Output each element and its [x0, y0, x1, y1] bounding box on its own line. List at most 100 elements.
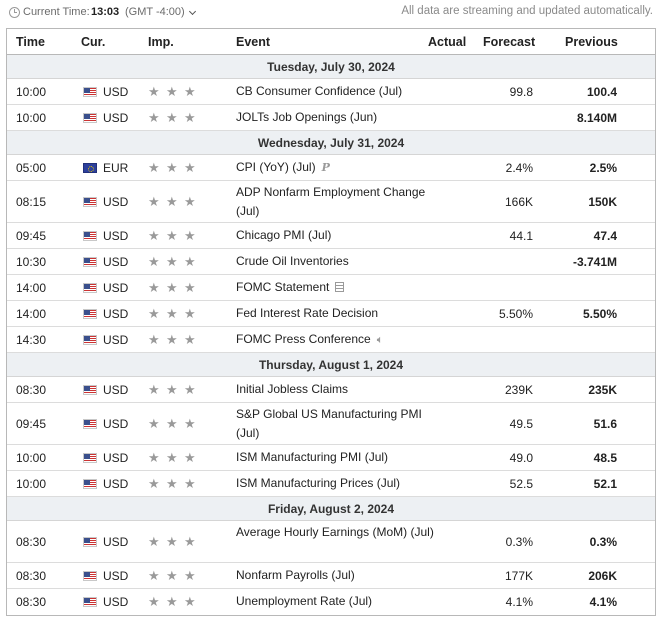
star-icon: ★	[166, 254, 178, 269]
event-row[interactable]: 08:30 USD ★ ★ ★ Average Hourly Earnings (MoM)…	[7, 521, 655, 563]
event-name[interactable]: ADP Nonfarm Employment Change (Jul)	[236, 185, 426, 218]
star-icon: ★	[166, 228, 178, 243]
event-name[interactable]: CB Consumer Confidence (Jul)	[236, 84, 403, 98]
event-name[interactable]: Initial Jobless Claims	[236, 382, 349, 396]
event-name[interactable]: FOMC Statement	[236, 280, 330, 294]
event-forecast: 177K	[504, 569, 533, 583]
event-row[interactable]: 08:30 USD ★ ★ ★ Initial Jobless Claims 239K 235…	[7, 377, 655, 403]
event-name-cell: ISM Manufacturing Prices (Jul)	[236, 474, 436, 493]
col-header-currency[interactable]: Cur.	[81, 35, 106, 49]
star-icon: ★	[148, 280, 160, 295]
star-icon: ★	[166, 84, 178, 99]
event-name[interactable]: ISM Manufacturing PMI (Jul)	[236, 450, 389, 464]
star-icon: ★	[148, 228, 160, 243]
event-row[interactable]: 14:30 USD ★ ★ ★ FOMC Press Conference 🔈︎	[7, 327, 655, 353]
star-icon: ★	[166, 280, 178, 295]
date-row: Wednesday, July 31, 2024	[7, 131, 655, 155]
event-name[interactable]: JOLTs Job Openings (Jun)	[236, 110, 378, 124]
event-name-cell: Initial Jobless Claims	[236, 380, 436, 399]
table-header: Time Cur. Imp. Event Actual Forecast Pre…	[7, 29, 655, 55]
star-icon: ★	[184, 476, 196, 491]
event-currency: USD	[103, 569, 129, 583]
importance-stars: ★ ★ ★	[148, 84, 198, 99]
event-row[interactable]: 08:30 USD ★ ★ ★ Unemployment Rate (Jul) 4.1% 4.…	[7, 589, 655, 615]
event-forecast: 49.5	[509, 417, 533, 431]
us-flag-icon	[83, 257, 97, 267]
event-row[interactable]: 10:00 USD ★ ★ ★ ISM Manufacturing Prices (Jul…	[7, 471, 655, 497]
star-icon: ★	[166, 476, 178, 491]
event-row[interactable]: 14:00 USD ★ ★ ★ Fed Interest Rate Decision 5.5…	[7, 301, 655, 327]
event-name[interactable]: Unemployment Rate (Jul)	[236, 594, 373, 608]
star-icon: ★	[148, 306, 160, 321]
event-row[interactable]: 09:45 USD ★ ★ ★ Chicago PMI (Jul) 44.1 47.4	[7, 223, 655, 249]
us-flag-icon	[83, 385, 97, 395]
event-name[interactable]: Fed Interest Rate Decision	[236, 306, 379, 320]
us-flag-icon	[83, 479, 97, 489]
col-header-previous[interactable]: Previous	[565, 35, 618, 49]
importance-stars: ★ ★ ★	[148, 594, 198, 609]
star-icon: ★	[148, 382, 160, 397]
star-icon: ★	[148, 194, 160, 209]
col-header-forecast[interactable]: Forecast	[483, 35, 536, 49]
event-row[interactable]: 08:15 USD ★ ★ ★ ADP Nonfarm Employment Change…	[7, 181, 655, 223]
date-label: Tuesday, July 30, 2024	[267, 60, 395, 74]
star-icon: ★	[166, 382, 178, 397]
star-icon: ★	[148, 450, 160, 465]
event-name[interactable]: Chicago PMI (Jul)	[236, 228, 332, 242]
event-time: 14:30	[16, 333, 47, 347]
event-row[interactable]: 10:00 USD ★ ★ ★ JOLTs Job Openings (Jun) 8.140…	[7, 105, 655, 131]
event-currency: USD	[103, 417, 129, 431]
col-header-importance[interactable]: Imp.	[148, 35, 174, 49]
event-name[interactable]: S&P Global US Manufacturing PMI (Jul)	[236, 407, 422, 440]
event-forecast: 52.5	[509, 477, 533, 491]
event-name[interactable]: Nonfarm Payrolls (Jul)	[236, 568, 355, 582]
us-flag-icon	[83, 197, 97, 207]
date-label: Friday, August 2, 2024	[267, 502, 395, 516]
event-row[interactable]: 10:00 USD ★ ★ ★ CB Consumer Confidence (Jul) 9…	[7, 79, 655, 105]
document-icon	[335, 282, 345, 292]
event-row[interactable]: 08:30 USD ★ ★ ★ Nonfarm Payrolls (Jul) 177K 206…	[7, 563, 655, 589]
star-icon: ★	[148, 160, 160, 175]
star-icon: ★	[184, 254, 196, 269]
event-row[interactable]: 10:00 USD ★ ★ ★ ISM Manufacturing PMI (Jul) 49…	[7, 445, 655, 471]
event-name[interactable]: ISM Manufacturing Prices (Jul)	[236, 476, 401, 490]
event-name[interactable]: FOMC Press Conference	[236, 332, 371, 346]
event-name[interactable]: CPI (YoY) (Jul)	[236, 160, 316, 174]
event-forecast: 44.1	[509, 229, 533, 243]
col-header-event[interactable]: Event	[236, 35, 271, 49]
event-row[interactable]: 09:45 USD ★ ★ ★ S&P Global US Manufacturing P…	[7, 403, 655, 445]
event-currency: USD	[103, 477, 129, 491]
event-row[interactable]: 14:00 USD ★ ★ ★ FOMC Statement	[7, 275, 655, 301]
event-currency: USD	[103, 281, 129, 295]
star-icon: ★	[166, 594, 178, 609]
event-name[interactable]: Crude Oil Inventories	[236, 254, 349, 268]
event-time: 09:45	[16, 417, 47, 431]
star-icon: ★	[148, 110, 160, 125]
importance-stars: ★ ★ ★	[148, 110, 198, 125]
star-icon: ★	[184, 594, 196, 609]
timezone-selector[interactable]: (GMT -4:00)	[125, 6, 185, 18]
event-time: 05:00	[16, 161, 47, 175]
col-header-actual[interactable]: Actual	[428, 35, 467, 49]
event-row[interactable]: 10:30 USD ★ ★ ★ Crude Oil Inventories -3.741M	[7, 249, 655, 275]
event-name[interactable]: Average Hourly Earnings (MoM) (Jul)	[236, 525, 434, 539]
date-label: Thursday, August 1, 2024	[258, 358, 404, 372]
event-time: 09:45	[16, 229, 47, 243]
event-previous: 0.3%	[589, 535, 617, 549]
event-forecast: 4.1%	[505, 595, 533, 609]
star-icon: ★	[148, 594, 160, 609]
star-icon: ★	[184, 84, 196, 99]
date-row: Tuesday, July 30, 2024	[7, 55, 655, 79]
event-previous: 206K	[588, 569, 617, 583]
col-header-time[interactable]: Time	[16, 35, 45, 49]
star-icon: ★	[166, 160, 178, 175]
eu-flag-icon	[83, 163, 97, 173]
current-time-value: 13:03	[91, 6, 120, 18]
chevron-down-icon[interactable]	[188, 7, 197, 16]
event-forecast: 5.50%	[498, 307, 533, 321]
star-icon: ★	[166, 450, 178, 465]
calendar-topbar: Current Time: 13:03 (GMT -4:00) All data…	[0, 0, 667, 26]
event-currency: EUR	[103, 161, 129, 175]
event-row[interactable]: 05:00 EUR ★ ★ ★ CPI (YoY) (Jul) P 2.4% 2.5%	[7, 155, 655, 181]
us-flag-icon	[83, 283, 97, 293]
